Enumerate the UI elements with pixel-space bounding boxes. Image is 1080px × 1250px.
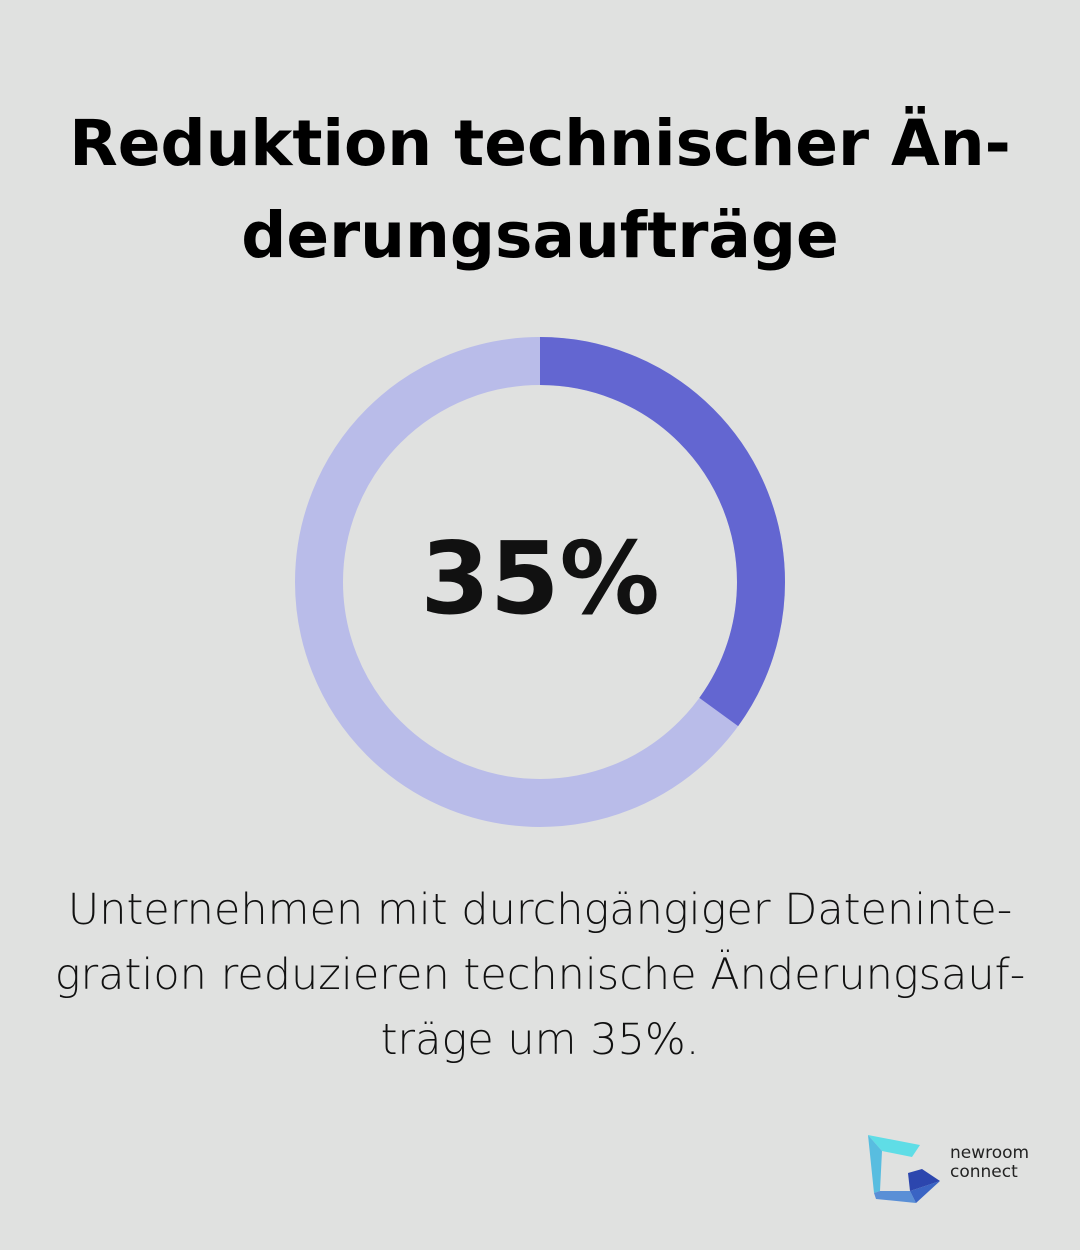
chart-title: Reduktion technischer Än-derungsaufträge	[40, 98, 1040, 282]
logo-icon	[868, 1135, 940, 1203]
newroom-connect-logo: newroom connect	[866, 1133, 1029, 1205]
logo-text: newroom connect	[950, 1144, 1029, 1182]
center-percentage: 35%	[420, 520, 660, 637]
description-line: gration reduzieren technische Änderungsa…	[54, 950, 1026, 1000]
donut-chart	[295, 337, 785, 827]
title-line-1: Reduktion technischer Än-	[69, 107, 1011, 180]
title-line-2: derungsaufträge	[241, 199, 839, 272]
logo-line-1: newroom	[950, 1143, 1030, 1163]
donut-segment-value	[295, 337, 785, 827]
logo-line-2: connect	[950, 1162, 1018, 1182]
description: Unternehmen mit durchgängiger Dateninte-…	[40, 878, 1040, 1073]
description-line: Unternehmen mit durchgängiger Dateninte-	[67, 885, 1013, 935]
description-line: träge um 35%.	[380, 1015, 700, 1065]
